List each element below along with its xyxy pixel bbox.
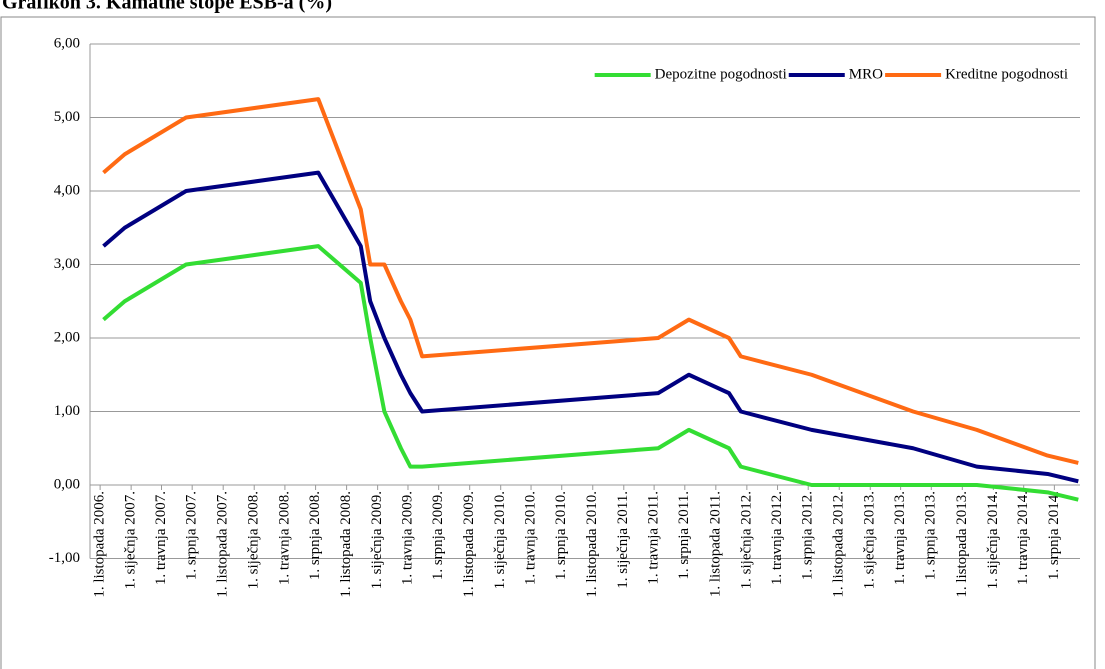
x-tick-label: 1. srpnja 2012. [800,491,816,580]
x-tick-label: 1. srpnja 2008. [307,491,323,580]
x-tick-label: 1. travnja 2012. [769,491,785,585]
x-tick-label: 1. listopada 2011. [707,491,723,597]
x-tick-label: 1. travnja 2007. [153,491,169,585]
x-tick-label: 1. travnja 2011. [646,491,662,585]
x-tick-label: 1. listopada 2007. [215,491,231,598]
y-tick-label: 2,00 [54,329,80,345]
y-tick-label: -1,00 [49,550,80,566]
y-tick-label: 4,00 [54,182,80,198]
x-tick-label: 1. siječnja 2010. [492,491,508,589]
y-tick-label: 0,00 [54,476,80,492]
x-tick-label: 1. listopada 2013. [954,491,970,598]
x-tick-label: 1. siječnja 2011. [615,491,631,589]
x-tick-label: 1. travnja 2013. [892,491,908,585]
series-line [102,97,1079,465]
x-tick-label: 1. listopada 2010. [584,491,600,598]
x-tick-label: 1. siječnja 2013. [862,491,878,589]
legend-label: Kreditne pogodnosti [945,66,1068,82]
x-tick-label: 1. siječnja 2014. [985,491,1001,589]
x-tick-label: 1. srpnja 2013. [923,491,939,580]
y-tick-label: 5,00 [54,109,80,125]
chart-title: Grafikon 3. Kamatne stope ESB-a (%) [2,0,332,14]
y-tick-label: 3,00 [54,256,80,272]
y-tick-label: 6,00 [54,35,80,51]
legend-label: MRO [849,66,883,82]
x-tick-label: 1. srpnja 2011. [676,491,692,580]
x-tick-label: 1. travnja 2010. [522,491,538,585]
x-tick-label: 1. listopada 2012. [831,491,847,598]
x-tick-label: 1. siječnja 2008. [246,491,262,589]
x-tick-label: 1. listopada 2009. [461,491,477,598]
x-tick-label: 1. travnja 2009. [399,491,415,585]
legend-label: Depozitne pogodnosti [655,66,787,82]
x-tick-label: 1. srpnja 2014. [1046,491,1062,580]
x-tick-label: 1. srpnja 2007. [184,491,200,580]
x-tick-label: 1. listopada 2008. [338,491,354,598]
x-tick-label: 1. srpnja 2010. [553,491,569,580]
x-tick-label: 1. travnja 2014. [1015,491,1031,585]
series-line [102,170,1079,484]
y-tick-label: 1,00 [54,403,80,419]
x-tick-label: 1. siječnja 2007. [123,491,139,589]
x-tick-label: 1. siječnja 2012. [738,491,754,589]
x-tick-label: 1. siječnja 2009. [369,491,385,589]
x-tick-label: 1. srpnja 2009. [430,491,446,580]
x-tick-label: 1. travnja 2008. [276,491,292,585]
chart-frame [0,16,1096,669]
series-line [102,244,1079,502]
x-tick-label: 1. listopada 2006. [92,491,108,598]
